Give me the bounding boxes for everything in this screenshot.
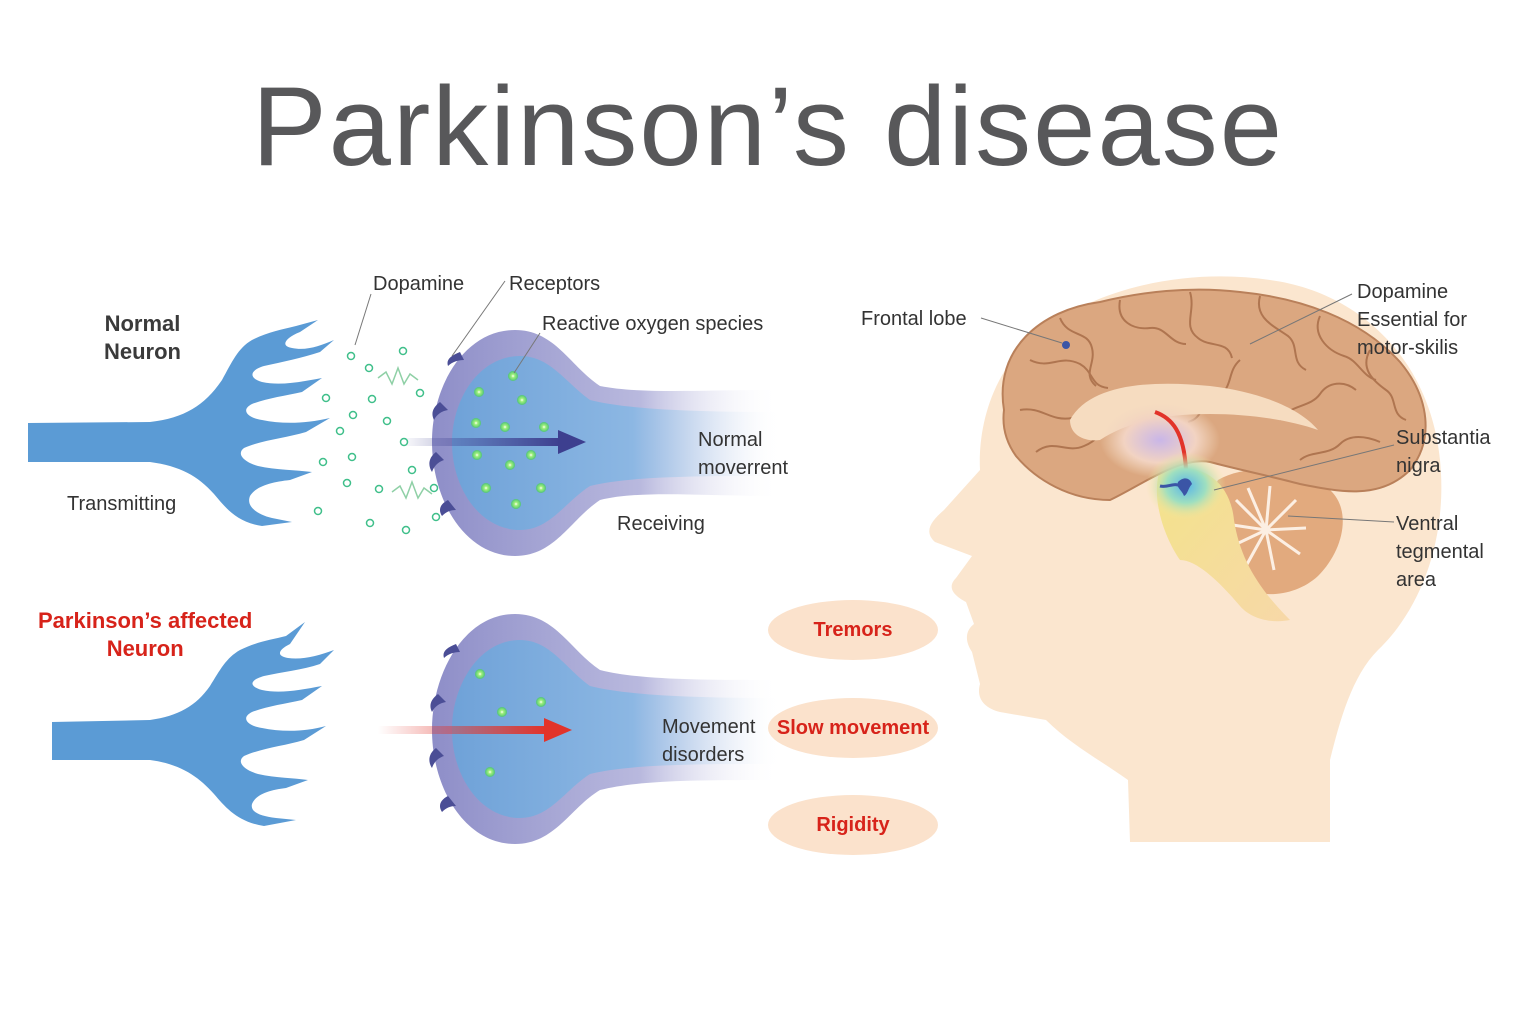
symptom-tremors: Tremors (768, 600, 938, 660)
dopamine-brain-line3: motor-skilis (1357, 337, 1459, 359)
dopamine-particle (318, 457, 328, 467)
movement-disorders-line1: Movement (662, 716, 756, 738)
ros-dot (471, 418, 481, 428)
ros-dot (505, 460, 515, 470)
frontal-lobe-leader (980, 317, 1063, 344)
dopamine-particle (407, 465, 417, 475)
ros-dot (508, 371, 518, 381)
ros-dot (539, 422, 549, 432)
receptors-label: Receptors (509, 273, 601, 295)
ros-dot (536, 697, 546, 707)
dopamine-particle (364, 363, 374, 373)
dopamine-particle (374, 484, 384, 494)
affected-receiving-neuron (429, 614, 780, 844)
dopamine-particle (335, 426, 345, 436)
cerebrum (1001, 288, 1427, 520)
affected-heading-line1: Parkinson’s affected (38, 608, 253, 633)
frontal-lobe-marker (1062, 341, 1070, 349)
vta-line3: area (1396, 569, 1437, 591)
reactive-oxygen-dots (475, 669, 546, 777)
transmitting-label: Transmitting (67, 493, 177, 515)
ros-dot (485, 767, 495, 777)
dopamine-particle (382, 416, 392, 426)
dopamine-particle (415, 388, 425, 398)
dopamine-brain-line2: Essential for (1357, 309, 1468, 331)
dopamine-particle (348, 410, 358, 420)
ros-dot (517, 395, 527, 405)
ros-dot (481, 483, 491, 493)
vta-line1: Ventral (1396, 513, 1459, 535)
dopamine-particle (321, 393, 331, 403)
normal-heading-line1: Normal (104, 311, 181, 336)
dopamine-particle (346, 351, 356, 361)
substantia-line1: Substantia (1396, 427, 1491, 449)
signal-wave-icon (391, 479, 433, 500)
dopamine-particles (313, 346, 441, 535)
dopamine-particle (313, 506, 323, 516)
dopamine-particle (399, 437, 409, 447)
symptom-slow-movement: Slow movement (768, 698, 938, 758)
movement-disorders-label: Movement disorders (662, 713, 755, 769)
dopamine-particle (398, 346, 408, 356)
affected-signal-arrow (378, 718, 572, 742)
ros-label: Reactive oxygen species (542, 313, 764, 335)
ros-dot (497, 707, 507, 717)
vta-line2: tegmental (1396, 541, 1484, 563)
normal-movement-line1: Normal (698, 429, 763, 451)
ros-dot (511, 499, 521, 509)
normal-movement-line2: moverrent (698, 457, 789, 479)
normal-neuron-heading: Normal Neuron (104, 310, 181, 366)
signal-wave-icon (377, 365, 419, 386)
normal-receiving-neuron (429, 330, 780, 556)
receptors-leader (451, 280, 506, 357)
substantia-nigra-leader (1213, 444, 1395, 491)
vta-label: Ventral tegmental area (1396, 510, 1484, 594)
dopamine-particle (342, 478, 352, 488)
dopamine-leader (354, 293, 372, 346)
ros-dot (472, 450, 482, 460)
ros-dot (526, 450, 536, 460)
normal-transmitting-neuron (28, 320, 334, 526)
ros-dot (474, 387, 484, 397)
dopamine-brain-leader (1249, 293, 1353, 345)
normal-movement-label: Normal moverrent (698, 426, 788, 482)
dopamine-particle (429, 483, 439, 493)
normal-heading-line2: Neuron (104, 339, 181, 364)
substantia-line2: nigra (1396, 455, 1441, 477)
affected-neuron-heading: Parkinson’s affected Neuron (38, 607, 252, 663)
affected-transmitting-neuron (52, 622, 334, 826)
dopamine-particle (401, 525, 411, 535)
normal-signal-arrow (400, 430, 586, 454)
reactive-oxygen-dots (471, 371, 549, 509)
affected-heading-line2: Neuron (106, 636, 184, 661)
substantia-nigra-label: Substantia nigra (1396, 424, 1491, 480)
ros-leader (513, 332, 541, 374)
vta-leader (1287, 515, 1395, 523)
dopamine-label: Dopamine (373, 273, 465, 295)
ros-dot (475, 669, 485, 679)
dopamine-brain-line1: Dopamine (1357, 281, 1449, 303)
dopamine-particle (365, 518, 375, 528)
dopamine-particle (431, 512, 441, 522)
ros-dot (500, 422, 510, 432)
receiving-label: Receiving (617, 513, 705, 535)
ros-dot (536, 483, 546, 493)
dopamine-brain-label: Dopamine Essential for motor-skilis (1357, 278, 1467, 362)
movement-disorders-line2: disorders (662, 744, 745, 766)
symptom-rigidity: Rigidity (768, 795, 938, 855)
dopamine-particle (367, 394, 377, 404)
frontal-lobe-label: Frontal lobe (861, 308, 967, 330)
dopamine-particle (347, 452, 357, 462)
page-title: Parkinson’s disease (251, 64, 1285, 189)
